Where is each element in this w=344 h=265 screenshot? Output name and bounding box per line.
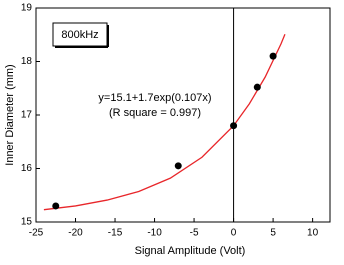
data-point xyxy=(52,202,60,210)
x-tick-label: -20 xyxy=(68,228,83,239)
annotation: y=15.1+1.7exp(0.107x) xyxy=(98,92,211,104)
y-tick-label: 15 xyxy=(21,217,33,228)
x-axis-label: Signal Amplitude (Volt) xyxy=(135,245,246,257)
data-point xyxy=(230,122,238,130)
fit-line xyxy=(43,33,286,211)
x-tick-label: 0 xyxy=(231,228,237,239)
data-point xyxy=(174,162,182,170)
x-tick-label: 10 xyxy=(307,228,319,239)
x-tick-label: -5 xyxy=(190,228,199,239)
x-tick-label: -15 xyxy=(108,228,123,239)
y-tick-label: 19 xyxy=(21,3,33,14)
y-tick-label: 17 xyxy=(21,110,33,121)
x-tick-label: -10 xyxy=(147,228,162,239)
annotation: 800kHz xyxy=(61,29,98,41)
x-tick-label: 5 xyxy=(270,228,276,239)
annotation: (R square = 0.997) xyxy=(109,107,201,119)
data-point xyxy=(253,83,261,91)
y-axis-label: Inner Diameter (mm) xyxy=(4,64,16,165)
x-tick-label: -25 xyxy=(29,228,44,239)
data-point xyxy=(269,52,277,60)
y-tick-label: 16 xyxy=(21,163,33,174)
y-tick-label: 18 xyxy=(21,56,33,67)
